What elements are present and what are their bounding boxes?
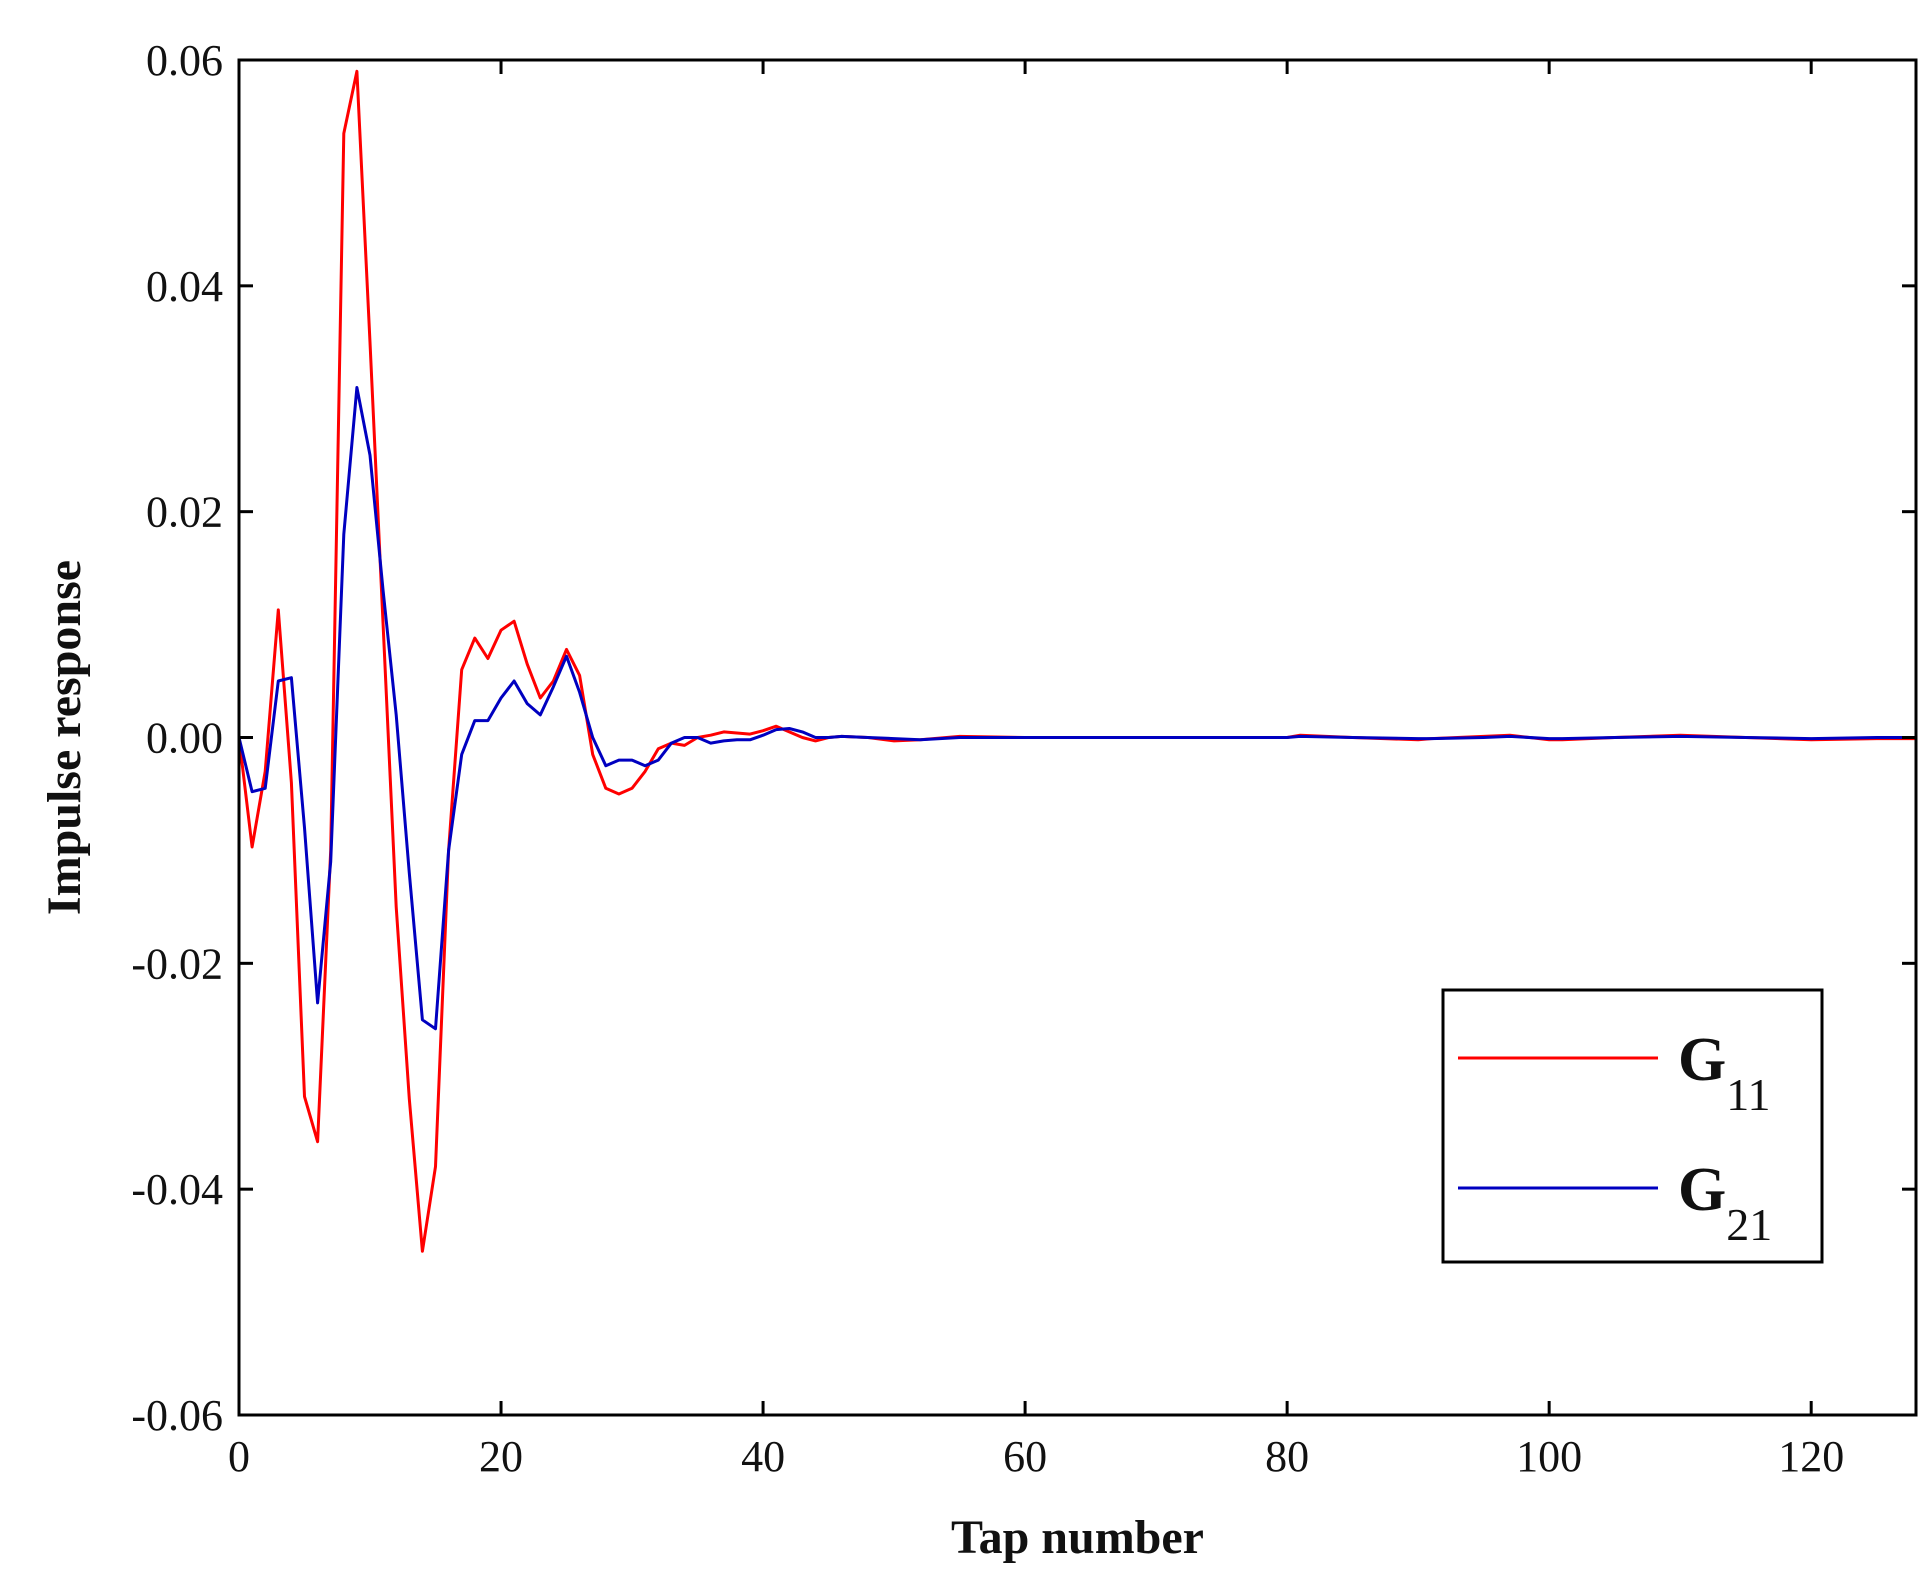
- x-tick-label: 40: [741, 1432, 785, 1481]
- legend-label-main: G: [1678, 1156, 1726, 1224]
- y-tick-label: -0.06: [131, 1391, 223, 1440]
- x-tick-label: 80: [1265, 1432, 1309, 1481]
- y-tick-label: 0.02: [146, 488, 223, 537]
- legend-box: [1441, 988, 1824, 1264]
- y-tick-label: 0.00: [146, 714, 223, 763]
- x-tick-label: 0: [228, 1432, 250, 1481]
- series-line-g21: [237, 386, 1916, 1031]
- y-tick-label: 0.06: [146, 36, 223, 85]
- legend-label-subscript: 21: [1726, 1199, 1772, 1250]
- y-tick-label: -0.02: [131, 939, 223, 988]
- y-axis-label: Impulse response: [38, 560, 91, 915]
- series-layer: [237, 69, 1916, 1253]
- y-tick-label: 0.04: [146, 262, 223, 311]
- x-axis: 0 20 40 60 80 100 120: [228, 60, 1844, 1481]
- x-tick-label: 20: [479, 1432, 523, 1481]
- legend-label-main: G: [1678, 1026, 1726, 1094]
- x-axis-label: Tap number: [951, 1511, 1204, 1564]
- x-tick-label: 120: [1778, 1432, 1844, 1481]
- legend-label-subscript: 11: [1726, 1069, 1770, 1120]
- x-tick-label: 100: [1516, 1432, 1582, 1481]
- x-tick-label: 60: [1003, 1432, 1047, 1481]
- y-tick-label: -0.04: [131, 1165, 223, 1214]
- legend-label-g11: G11: [1678, 1026, 1771, 1120]
- y-axis: -0.06 -0.04 -0.02 0.00 0.02 0.04 0.06: [131, 36, 1916, 1440]
- legend-label-g21: G21: [1678, 1156, 1772, 1250]
